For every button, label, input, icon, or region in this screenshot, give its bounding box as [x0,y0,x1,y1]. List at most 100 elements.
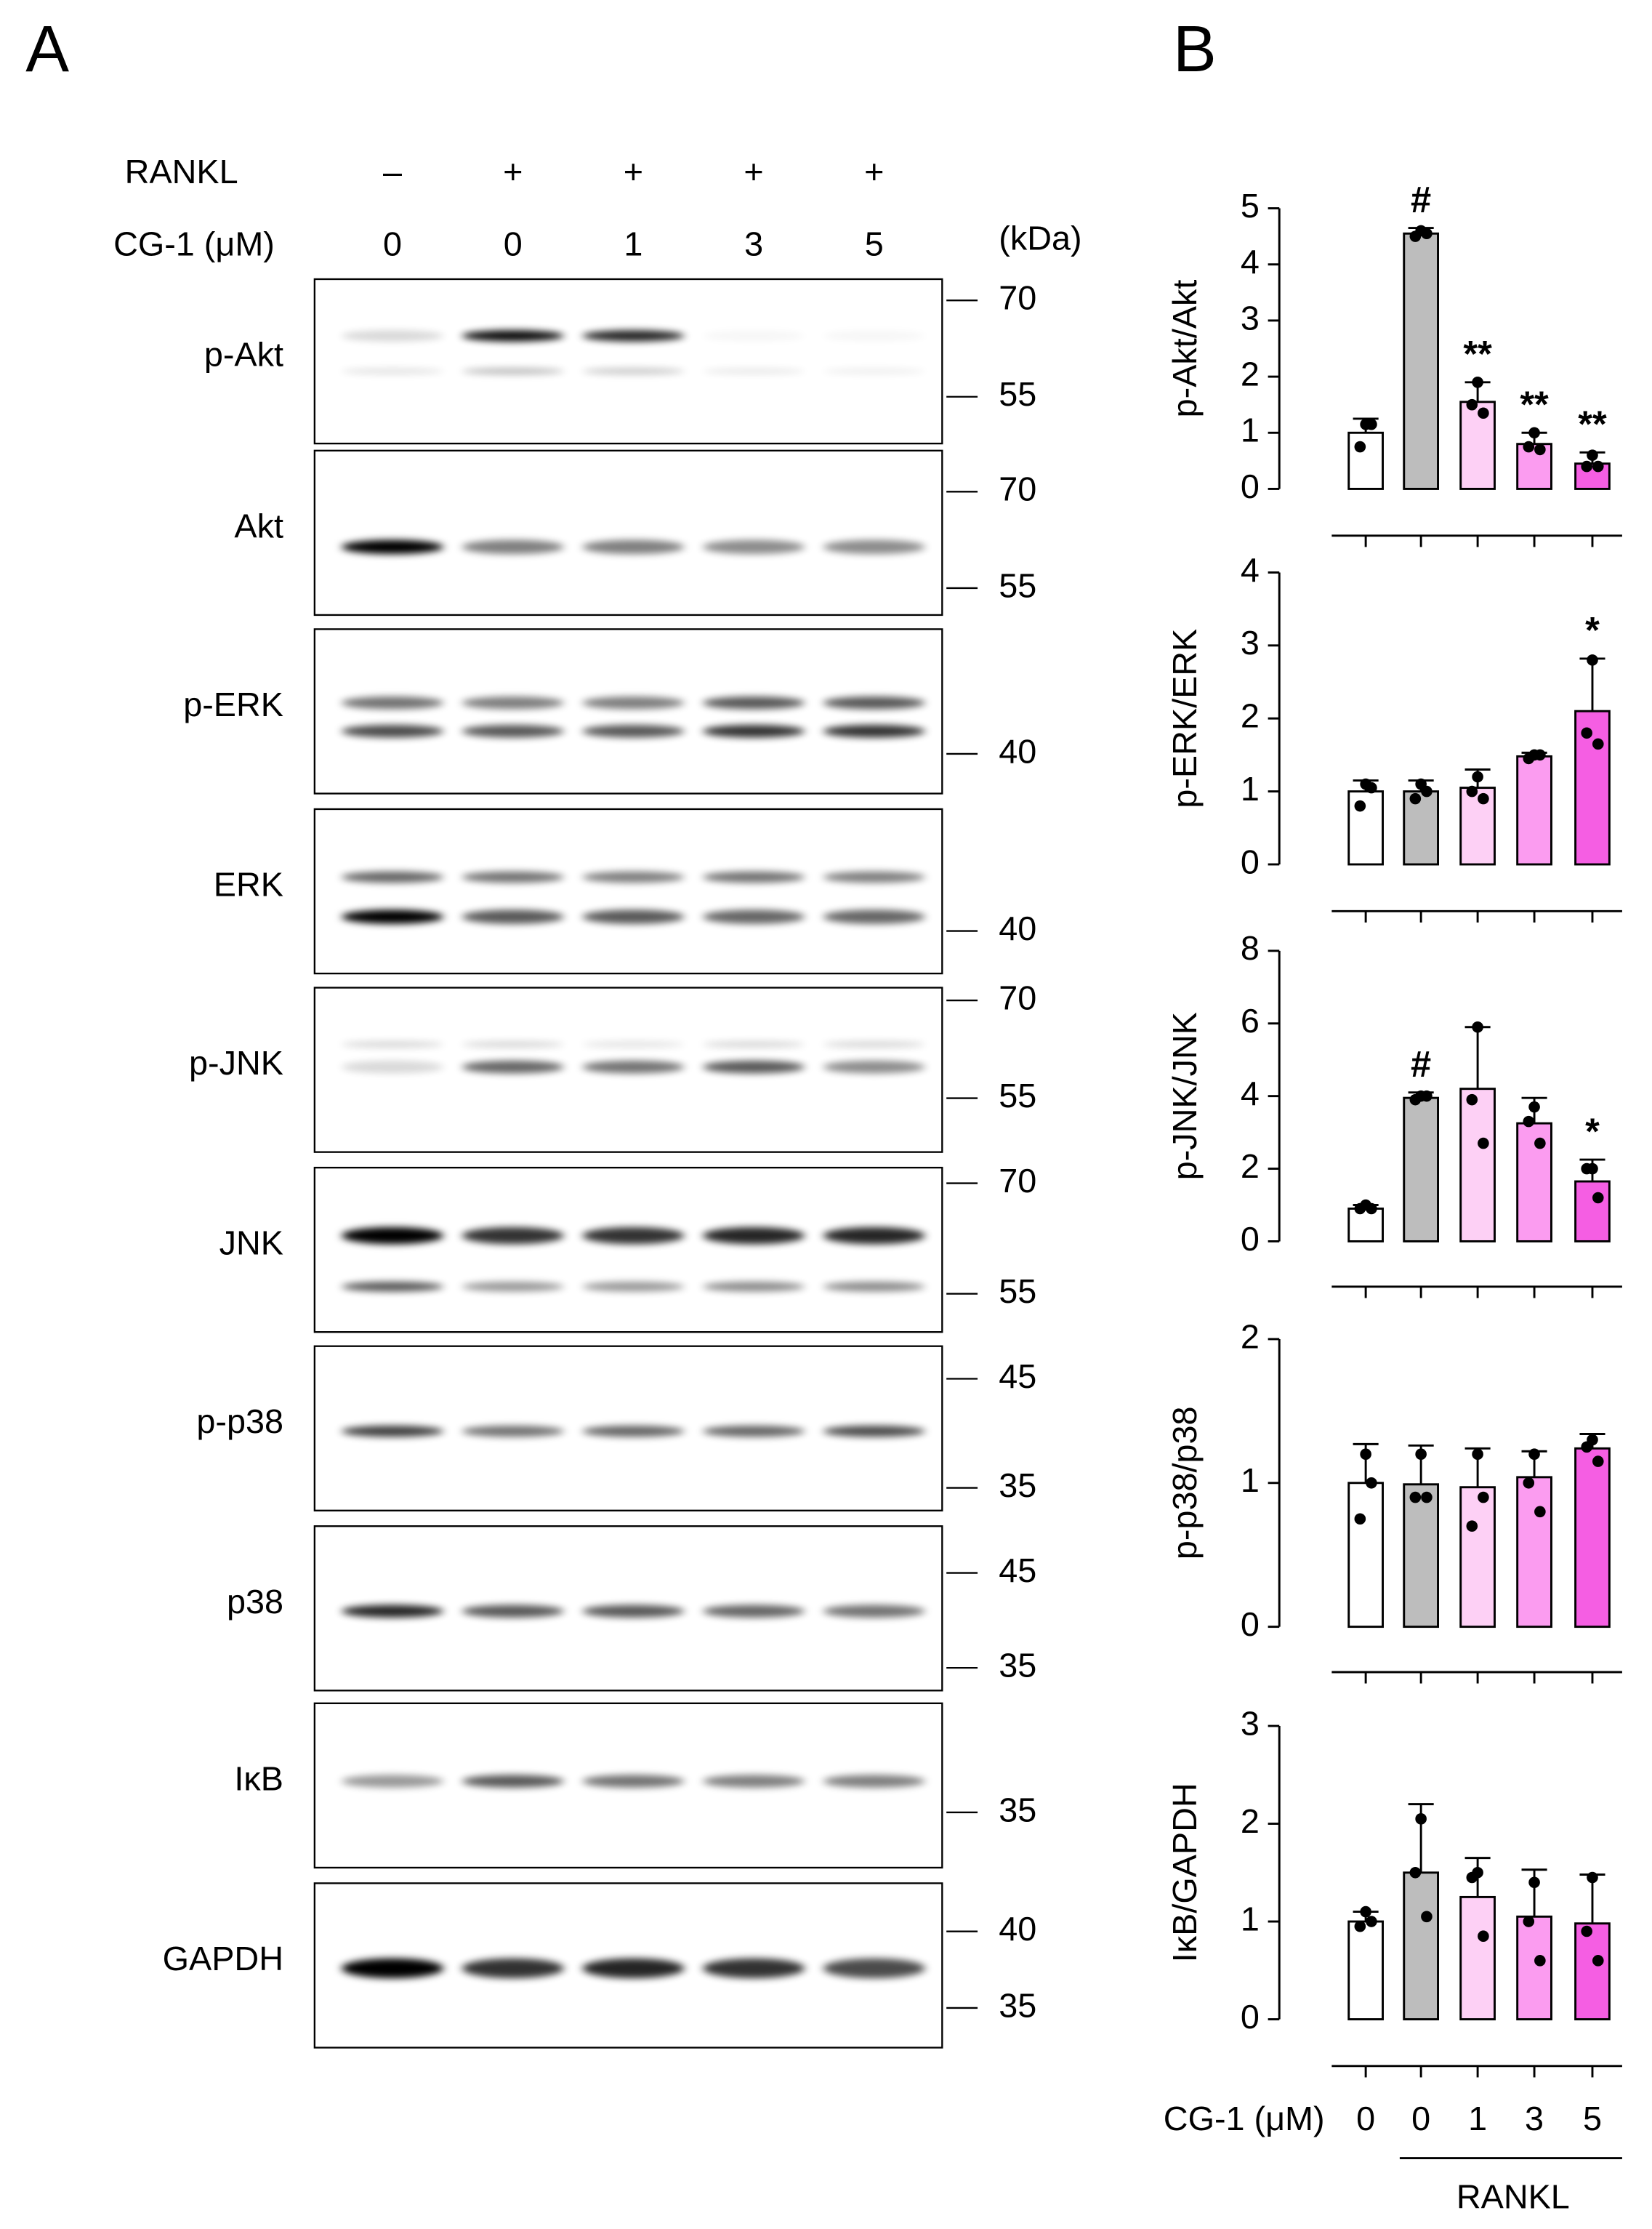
blot-label: ERK [214,866,283,904]
y-tick-label: 0 [1241,1998,1260,2036]
bar [1403,1871,1439,2020]
data-point [1466,1520,1478,1532]
data-point [1528,427,1540,439]
panel-label: A [25,13,69,86]
y-tick-label: 1 [1241,770,1260,808]
data-point [1581,460,1592,473]
data-point [1421,1491,1433,1503]
marker-label: 40 [999,1910,1036,1948]
band [582,909,685,924]
lane-dose: 3 [744,225,763,263]
data-point [1366,1916,1377,1927]
y-tick-label: 4 [1241,1075,1260,1112]
marker-label: 35 [999,1466,1036,1504]
bar [1347,1920,1384,2020]
blot-label: p-JNK [189,1044,283,1082]
band [823,1425,925,1437]
band [582,871,685,883]
blot-label: GAPDH [163,1940,283,1977]
marker-label: 70 [999,470,1036,508]
lane-sign: + [864,153,884,190]
y-axis-label: p-JNK/JNK [1166,1012,1204,1180]
marker-label: 45 [999,1357,1036,1395]
band [702,1226,805,1245]
band [462,724,564,738]
data-point [1466,1871,1478,1884]
marker-label: 55 [999,375,1036,413]
x-axis-label: CG-1 (μM) [1164,2100,1325,2137]
data-point [1592,1455,1604,1467]
band [582,1775,685,1788]
bar [1347,790,1384,866]
data-point [1534,1506,1546,1518]
band [582,1425,685,1437]
marker-label: 55 [999,566,1036,604]
lane-dose: 1 [624,225,642,263]
bar [1516,1476,1552,1628]
data-point [1528,1876,1540,1889]
band [703,330,805,342]
blot-label: p-Akt [204,336,283,374]
band [702,724,805,738]
data-point [1354,1202,1366,1215]
band [462,871,564,883]
bar [1347,431,1384,490]
data-point [1478,792,1489,805]
band [341,696,444,710]
significance: * [1585,609,1600,651]
band [582,1060,685,1074]
band [702,1775,805,1788]
bar [1403,790,1439,866]
y-tick-label: 2 [1241,355,1260,393]
band [702,1040,805,1048]
band [582,367,685,375]
significance: ** [1520,384,1549,425]
data-point [1409,1866,1422,1879]
data-point [1478,1137,1489,1149]
x-tick-label: 0 [1356,2100,1375,2137]
data-point [1587,449,1598,461]
band [823,367,925,375]
significance: # [1411,179,1431,220]
band [702,1958,805,1979]
band [702,1281,805,1292]
band [702,1425,805,1437]
panel-label: B [1173,13,1217,86]
data-point [1421,1090,1433,1102]
band [341,724,444,738]
data-point [1366,1202,1377,1215]
band [341,539,444,555]
band [462,1425,564,1437]
band [341,1060,444,1074]
x-tick-label: 3 [1525,2100,1544,2137]
band [341,367,444,375]
y-axis-label: p-Akt/Akt [1166,280,1204,418]
band [823,1060,925,1074]
bar [1574,1180,1611,1242]
x-tick-label: 5 [1583,2100,1602,2137]
bar [1459,1088,1496,1242]
blot-label: JNK [219,1224,283,1262]
data-point [1360,1448,1371,1461]
band [823,1040,925,1048]
band [341,909,444,924]
data-point [1523,441,1535,453]
marker-label: 55 [999,1272,1036,1310]
band [582,1281,685,1292]
y-tick-label: 0 [1241,467,1260,505]
bar [1403,1483,1439,1628]
bar [1516,1915,1552,2020]
band [582,1226,685,1245]
y-tick-label: 4 [1241,243,1260,281]
bar [1459,787,1496,866]
data-point [1472,377,1483,388]
data-point [1466,1093,1478,1106]
marker-label: 55 [999,1077,1036,1114]
bar [1516,1122,1552,1242]
bar [1574,1447,1611,1628]
data-point [1587,1871,1598,1884]
data-point [1354,800,1366,812]
lane-dose: 0 [383,225,402,263]
blot-label: IκB [234,1759,283,1797]
